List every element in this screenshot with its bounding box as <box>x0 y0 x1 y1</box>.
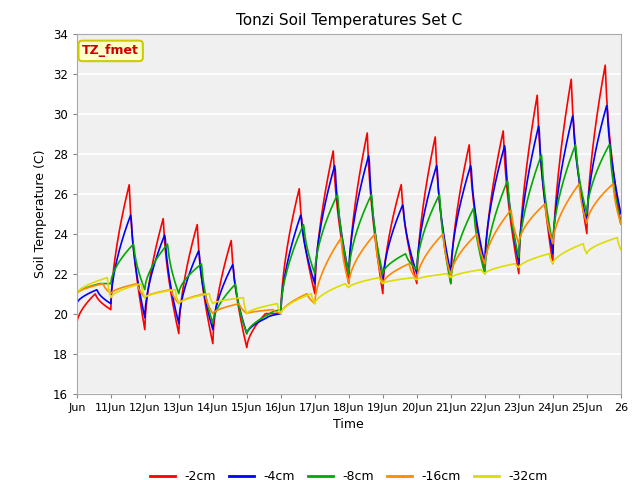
-4cm <box>532 132 540 138</box>
Line: -2cm: -2cm <box>77 65 621 348</box>
Text: TZ_fmet: TZ_fmet <box>82 44 139 58</box>
-2cm <box>465 145 472 151</box>
Legend: -2cm, -4cm, -8cm, -16cm, -32cm: -2cm, -4cm, -8cm, -16cm, -32cm <box>145 465 553 480</box>
-16cm <box>516 234 524 240</box>
-4cm <box>81 292 89 298</box>
-8cm <box>81 285 89 291</box>
-8cm <box>193 265 200 271</box>
-16cm <box>532 209 540 215</box>
-2cm <box>532 96 540 102</box>
-16cm <box>193 293 200 299</box>
-8cm <box>605 142 613 147</box>
-2cm <box>193 224 200 230</box>
-32cm <box>243 311 251 316</box>
-4cm <box>603 103 611 108</box>
-16cm <box>609 181 617 187</box>
Line: -8cm: -8cm <box>77 144 621 334</box>
-4cm <box>193 253 200 259</box>
-16cm <box>81 286 89 291</box>
Y-axis label: Soil Temperature (C): Soil Temperature (C) <box>34 149 47 278</box>
-4cm <box>516 232 524 238</box>
Line: -4cm: -4cm <box>77 106 621 334</box>
-8cm <box>243 331 251 336</box>
-8cm <box>73 291 81 297</box>
X-axis label: Time: Time <box>333 418 364 431</box>
-4cm <box>617 211 625 216</box>
-2cm <box>73 321 81 326</box>
-32cm <box>147 291 155 297</box>
-2cm <box>81 302 89 308</box>
-2cm <box>243 345 251 350</box>
-16cm <box>617 221 625 227</box>
-16cm <box>465 240 472 245</box>
-4cm <box>243 331 251 336</box>
-32cm <box>193 293 200 299</box>
Title: Tonzi Soil Temperatures Set C: Tonzi Soil Temperatures Set C <box>236 13 462 28</box>
-8cm <box>465 216 472 222</box>
-32cm <box>617 247 625 252</box>
-32cm <box>465 269 472 275</box>
-16cm <box>73 291 81 297</box>
-2cm <box>602 62 609 68</box>
-2cm <box>617 221 625 227</box>
-8cm <box>532 166 540 172</box>
-4cm <box>465 169 472 175</box>
-32cm <box>81 283 89 289</box>
-16cm <box>147 291 155 297</box>
-32cm <box>516 263 524 268</box>
-4cm <box>73 300 81 306</box>
-2cm <box>516 232 524 238</box>
Line: -16cm: -16cm <box>77 184 621 313</box>
-32cm <box>73 291 81 297</box>
-4cm <box>147 273 155 279</box>
Line: -32cm: -32cm <box>77 238 621 313</box>
-8cm <box>516 235 524 241</box>
-2cm <box>147 268 155 274</box>
-8cm <box>617 221 625 227</box>
-16cm <box>209 311 216 316</box>
-32cm <box>532 254 540 260</box>
-32cm <box>613 235 621 240</box>
-8cm <box>147 265 155 271</box>
